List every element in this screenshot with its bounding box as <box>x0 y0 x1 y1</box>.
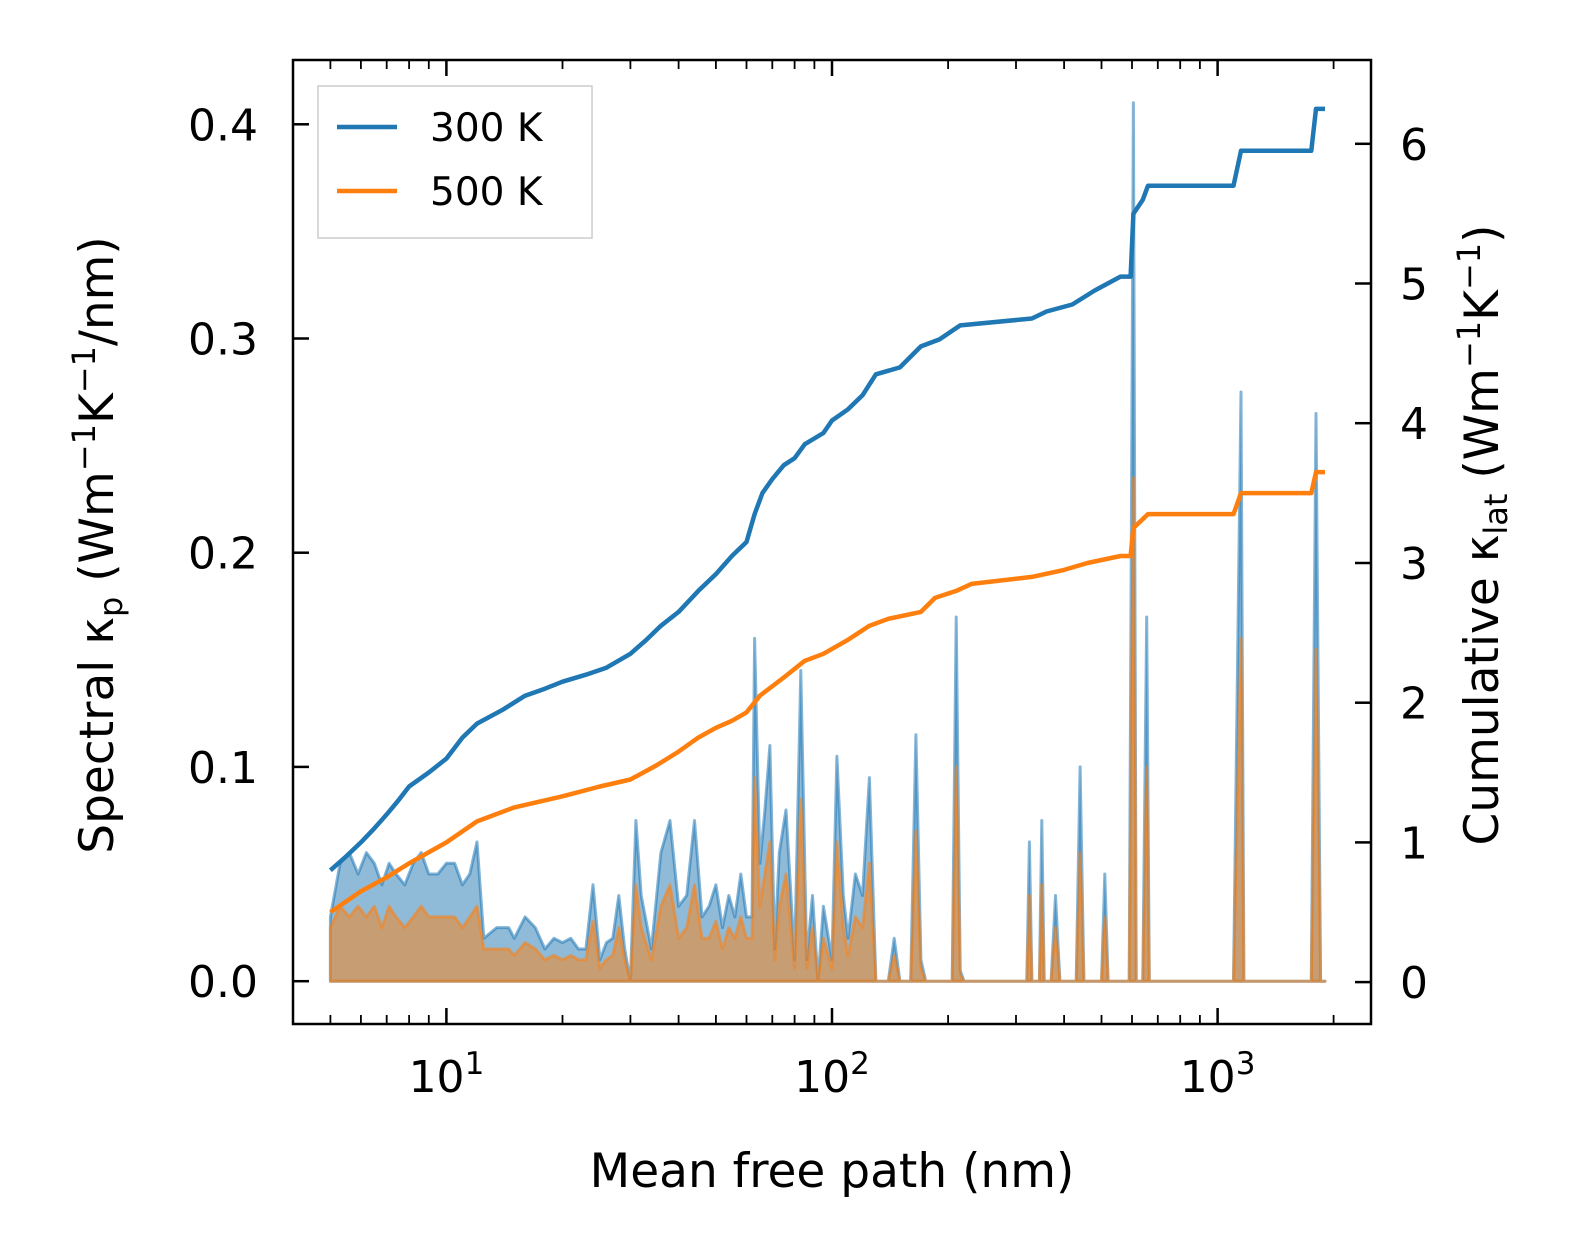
cumulative-line-300k <box>328 106 1325 872</box>
y-left-title-rest: (Wm <box>70 471 125 597</box>
y-left-title-main: Spectral κ <box>70 617 125 854</box>
axis-ticks: 101 102 103 0.0 0.1 0.2 0.3 0.4 0 1 2 3 4 5 6 <box>188 60 1428 1103</box>
y-right-tick-label: 0 <box>1400 958 1428 1009</box>
x-axis-title: Mean free path (nm) <box>590 1144 1075 1199</box>
y-left-title-tail: /nm) <box>70 236 125 346</box>
legend-label-500k: 500 K <box>430 170 544 215</box>
legend-label-300k: 300 K <box>430 106 544 151</box>
y-left-title-mid: K <box>70 392 125 424</box>
cumulative-line-500k <box>329 469 1325 915</box>
y-left-title-exp2: −1 <box>65 346 103 393</box>
y-right-title-tail: ) <box>1455 224 1510 242</box>
y-right-tick-label: 1 <box>1400 818 1428 869</box>
y-right-tick-label: 2 <box>1400 679 1428 730</box>
y-right-title-sub: lat <box>1477 494 1515 535</box>
y-right-title-exp1: −1 <box>1450 321 1488 368</box>
y-right-tick-label: 6 <box>1400 120 1428 171</box>
y-right-title-exp2: −1 <box>1450 243 1488 290</box>
y-right-axis-title: Cumulative κlat (Wm−1K−1) <box>1450 224 1515 845</box>
y-right-tick-label: 4 <box>1400 399 1428 450</box>
legend-box <box>317 85 593 239</box>
x-tick-label: 103 <box>1180 1046 1256 1103</box>
y-right-tick-label: 3 <box>1400 539 1428 590</box>
spectral-area-500k <box>328 476 1327 983</box>
y-right-title-mid: K <box>1455 289 1510 321</box>
y-left-tick-label: 0.2 <box>188 529 258 580</box>
y-left-tick-label: 0.1 <box>188 743 258 794</box>
y-left-title-exp1: −1 <box>65 424 103 471</box>
legend: 300 K 500 K <box>317 85 593 239</box>
y-right-title-rest: (Wm <box>1455 368 1510 494</box>
plot-frame <box>291 58 1373 1026</box>
y-left-tick-label: 0.4 <box>188 100 258 151</box>
y-left-title-sub: p <box>92 597 130 617</box>
series-lines <box>328 106 1325 915</box>
spectral-fills <box>328 101 1327 983</box>
y-right-title-main: Cumulative κ <box>1455 535 1510 846</box>
y-left-axis-title: Spectral κp (Wm−1K−1/nm) <box>65 236 130 853</box>
y-right-tick-label: 5 <box>1400 260 1428 311</box>
x-tick-label: 101 <box>409 1046 485 1103</box>
y-left-tick-label: 0.3 <box>188 315 258 366</box>
y-left-tick-label: 0.0 <box>188 957 258 1008</box>
x-tick-label: 102 <box>794 1046 870 1103</box>
